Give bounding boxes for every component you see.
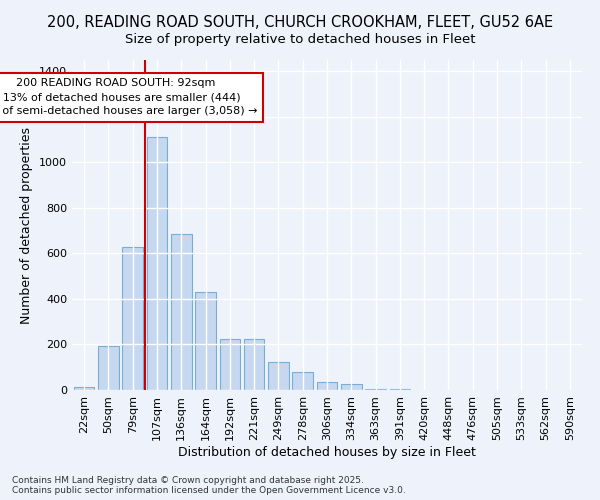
Bar: [365, 389, 386, 390]
Bar: [292, 372, 313, 390]
Bar: [341, 384, 362, 390]
Bar: [317, 382, 337, 390]
Bar: [74, 386, 94, 390]
Text: Size of property relative to detached houses in Fleet: Size of property relative to detached ho…: [125, 32, 475, 46]
Bar: [220, 339, 240, 390]
X-axis label: Distribution of detached houses by size in Fleet: Distribution of detached houses by size …: [178, 446, 476, 458]
Text: Contains HM Land Registry data © Crown copyright and database right 2025.
Contai: Contains HM Land Registry data © Crown c…: [12, 476, 406, 495]
Bar: [268, 362, 289, 390]
Text: 200 READING ROAD SOUTH: 92sqm
← 13% of detached houses are smaller (444)
87% of : 200 READING ROAD SOUTH: 92sqm ← 13% of d…: [0, 78, 257, 116]
Bar: [98, 346, 119, 390]
Text: 200, READING ROAD SOUTH, CHURCH CROOKHAM, FLEET, GU52 6AE: 200, READING ROAD SOUTH, CHURCH CROOKHAM…: [47, 15, 553, 30]
Bar: [195, 292, 216, 390]
Bar: [146, 138, 167, 390]
Bar: [244, 339, 265, 390]
Bar: [389, 389, 410, 390]
Bar: [122, 246, 143, 390]
Bar: [171, 234, 191, 390]
Y-axis label: Number of detached properties: Number of detached properties: [20, 126, 34, 324]
